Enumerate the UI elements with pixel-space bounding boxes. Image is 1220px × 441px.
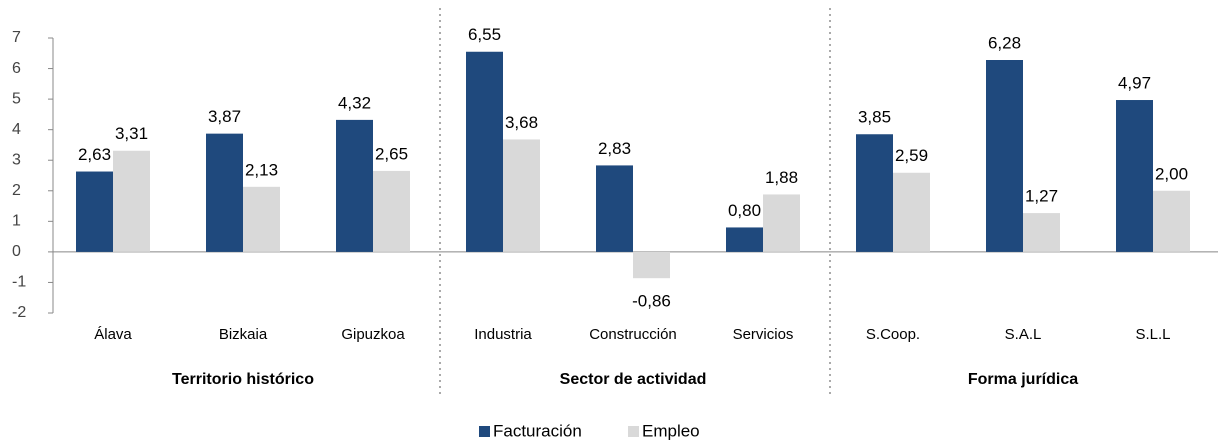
legend-label: Empleo <box>642 421 700 440</box>
data-label: 6,55 <box>468 25 501 44</box>
data-label: 3,31 <box>115 124 148 143</box>
data-label: 3,68 <box>505 113 538 132</box>
bar <box>113 150 150 252</box>
y-tick-label: 2 <box>12 182 21 199</box>
x-tick-label: Bizkaia <box>219 326 268 343</box>
data-label: 0,80 <box>728 201 761 220</box>
data-label: 2,63 <box>78 145 111 164</box>
bar <box>206 133 243 252</box>
legend-swatch <box>479 426 490 437</box>
bar <box>1153 190 1190 252</box>
y-tick-label: 4 <box>12 121 21 138</box>
data-label: 2,83 <box>598 139 631 158</box>
bar <box>893 172 930 252</box>
y-tick-label: 5 <box>12 90 21 107</box>
bar <box>633 251 670 279</box>
bar <box>243 186 280 252</box>
y-tick-label: 3 <box>12 151 21 168</box>
bar <box>1116 100 1153 252</box>
group-label: Territorio histórico <box>172 371 314 388</box>
data-label: 4,32 <box>338 93 371 112</box>
data-label: 1,88 <box>765 168 798 187</box>
data-label: 4,97 <box>1118 74 1151 93</box>
data-label: 2,13 <box>245 160 278 179</box>
x-tick-label: Construcción <box>589 326 677 343</box>
data-label: 2,00 <box>1155 164 1188 183</box>
y-tick-label: -2 <box>12 304 26 321</box>
bar <box>596 165 633 252</box>
bar <box>986 60 1023 252</box>
data-label: 1,27 <box>1025 187 1058 206</box>
x-tick-label: S.A.L <box>1005 326 1042 343</box>
bar <box>1023 213 1060 252</box>
x-tick-label: Gipuzkoa <box>341 326 405 343</box>
x-tick-label: S.Coop. <box>866 326 920 343</box>
bar <box>856 134 893 252</box>
y-tick-label: 6 <box>12 60 21 77</box>
bar <box>76 171 113 252</box>
group-label: Forma jurídica <box>968 371 1078 388</box>
bar <box>503 139 540 252</box>
bar <box>373 170 410 252</box>
bar <box>726 227 763 252</box>
legend-swatch <box>628 426 639 437</box>
data-label: 3,85 <box>858 108 891 127</box>
y-tick-label: -1 <box>12 274 26 291</box>
data-label: 2,65 <box>375 144 408 163</box>
legend-label: Facturación <box>493 421 582 440</box>
bar <box>336 119 373 252</box>
data-label: 3,87 <box>208 107 241 126</box>
bar <box>466 51 503 252</box>
group-label: Sector de actividad <box>560 371 707 388</box>
x-tick-label: S.L.L <box>1135 326 1170 343</box>
bar <box>763 194 800 252</box>
data-label: 6,28 <box>988 33 1021 52</box>
data-label: 2,59 <box>895 146 928 165</box>
x-tick-label: Industria <box>474 326 532 343</box>
x-tick-label: Álava <box>94 326 132 343</box>
y-tick-label: 1 <box>12 213 21 230</box>
y-tick-label: 0 <box>12 243 21 260</box>
x-tick-label: Servicios <box>733 326 794 343</box>
y-tick-label: 7 <box>12 29 21 46</box>
data-label: -0,86 <box>632 292 671 311</box>
